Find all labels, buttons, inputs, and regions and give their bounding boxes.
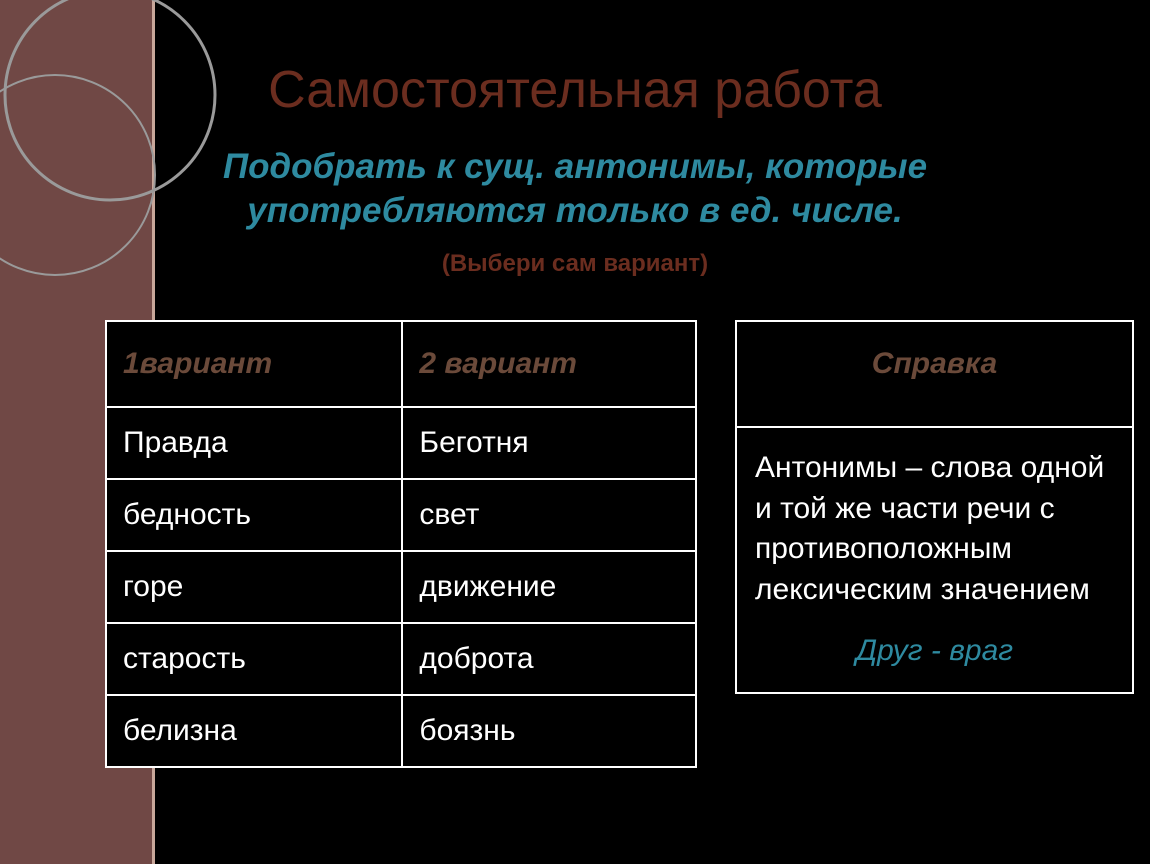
subtitle-line-2: употребляются только в ед. числе. [247, 191, 903, 230]
table-cell: Беготня [402, 407, 696, 479]
slide-subtitle: Подобрать к сущ. антонимы, которые употр… [0, 145, 1150, 233]
slide-hint: (Выбери сам вариант) [0, 250, 1150, 278]
table-cell: белизна [106, 695, 402, 767]
table-row: Правда Беготня [106, 407, 696, 479]
table-row: бедность свет [106, 479, 696, 551]
table-header-row: 1вариант 2 вариант [106, 321, 696, 407]
variants-table: 1вариант 2 вариант Правда Беготня беднос… [105, 320, 697, 768]
table-row: старость доброта [106, 623, 696, 695]
slide-content: Самостоятельная работа Подобрать к сущ. … [0, 0, 1150, 864]
table-row: горе движение [106, 551, 696, 623]
subtitle-line-1: Подобрать к сущ. антонимы, которые [223, 147, 927, 186]
table-header-col2: 2 вариант [402, 321, 696, 407]
table-cell: доброта [402, 623, 696, 695]
table-row: белизна боязнь [106, 695, 696, 767]
table-cell: Правда [106, 407, 402, 479]
reference-body: Антонимы – слова одной и той же части ре… [737, 428, 1132, 620]
slide-title: Самостоятельная работа [0, 60, 1150, 120]
reference-example: Друг - враг [737, 620, 1132, 692]
reference-panel: Справка Антонимы – слова одной и той же … [735, 320, 1134, 694]
table-cell: свет [402, 479, 696, 551]
table-cell: старость [106, 623, 402, 695]
reference-header: Справка [737, 322, 1132, 428]
table-cell: движение [402, 551, 696, 623]
table-cell: боязнь [402, 695, 696, 767]
table-header-col1: 1вариант [106, 321, 402, 407]
table-cell: горе [106, 551, 402, 623]
table-cell: бедность [106, 479, 402, 551]
